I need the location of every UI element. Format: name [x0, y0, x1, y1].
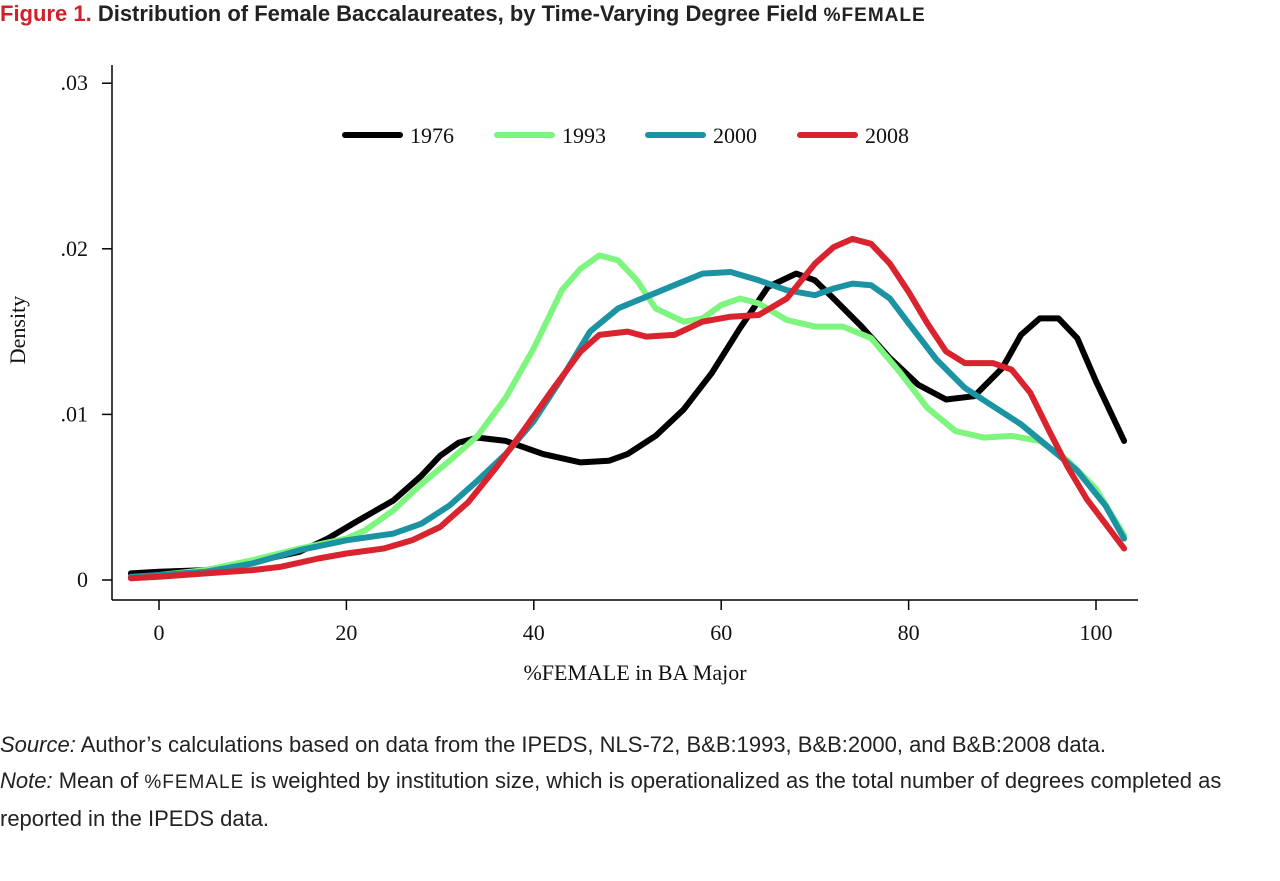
y-ticks: 0 .01 .02 .03: [61, 70, 112, 592]
series-line-2008: [127, 235, 1128, 582]
series-line-1976: [127, 270, 1128, 577]
x-tick-label: 80: [898, 620, 920, 645]
x-tick-label: 60: [710, 620, 732, 645]
y-tick-label: .01: [61, 401, 89, 426]
figure-title-text: Distribution of Female Baccalaureates, b…: [97, 1, 824, 26]
source-label: Source:: [0, 732, 76, 757]
legend: 1976 1993 2000 2008: [342, 123, 909, 148]
series-lines: [127, 235, 1128, 582]
figure-title: Figure 1. Distribution of Female Baccala…: [0, 0, 926, 30]
y-axis-label: Density: [5, 296, 30, 364]
series-line-2000: [127, 269, 1128, 580]
note-pre: Mean of: [58, 768, 145, 793]
x-tick-label: 100: [1080, 620, 1113, 645]
density-chart: 0 .01 .02 .03 0 20 40 60 80 100 1976 1993 2000 2008…: [5, 65, 1138, 685]
note-label: Note:: [0, 768, 53, 793]
y-tick-label: .03: [61, 70, 89, 95]
y-tick-label: 0: [77, 567, 88, 592]
figure-notes: Source: Author’s calculations based on d…: [0, 727, 1280, 837]
y-tick-label: .02: [61, 236, 89, 261]
x-tick-label: 0: [154, 620, 165, 645]
series-line-1993: [127, 252, 1128, 582]
method-note: Note: Mean of %FEMALE is weighted by ins…: [0, 763, 1280, 837]
x-ticks: 0 20 40 60 80 100: [154, 600, 1113, 645]
figure-title-smallcaps: %FEMALE: [823, 5, 926, 26]
x-tick-label: 40: [523, 620, 545, 645]
note-post: is weighted by institution size, which i…: [0, 768, 1222, 831]
source-text: Author’s calculations based on data from…: [80, 732, 1107, 757]
note-smallcaps: %FEMALE: [144, 772, 245, 793]
legend-label-2000: 2000: [713, 123, 757, 148]
legend-label-1976: 1976: [410, 123, 454, 148]
chart-axes: [111, 65, 1138, 601]
x-tick-label: 20: [335, 620, 357, 645]
legend-label-1993: 1993: [562, 123, 606, 148]
figure-label: Figure 1.: [0, 1, 92, 26]
x-axis-label: %FEMALE in BA Major: [523, 660, 747, 685]
source-note: Source: Author’s calculations based on d…: [0, 727, 1280, 763]
legend-label-2008: 2008: [865, 123, 909, 148]
